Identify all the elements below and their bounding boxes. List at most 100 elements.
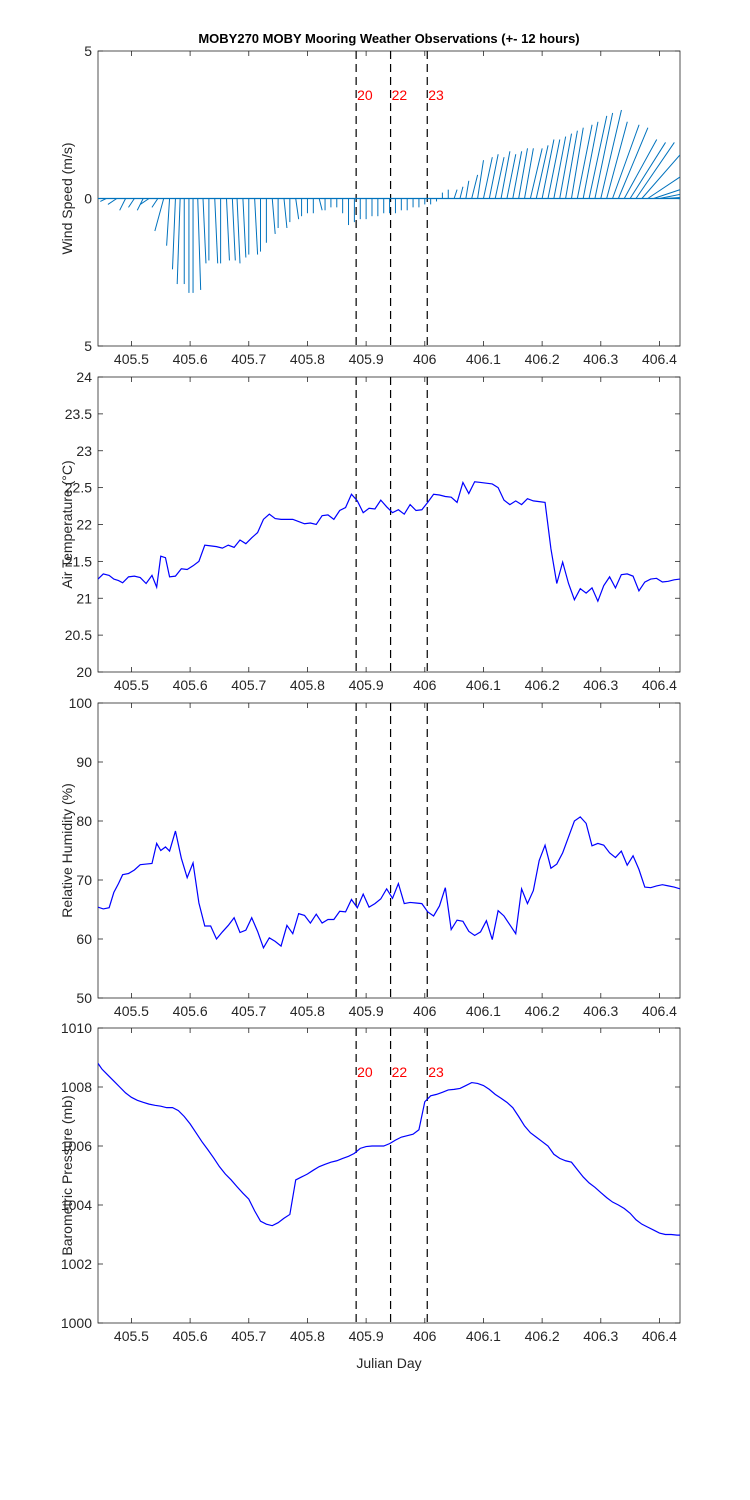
plot-area [97,1027,681,1324]
y-tick-label: 21 [76,590,92,606]
wind-stick [653,189,680,199]
x-tick-label: 406 [413,677,437,693]
wind-stick [559,133,573,199]
wind-stick [600,109,622,199]
wind-stick [318,198,323,211]
wind-stick [231,198,236,261]
wind-stick [500,151,511,199]
x-tick-label: 405.8 [290,1003,325,1019]
y-tick-label: 20.5 [65,627,92,643]
event-marker-label: 20 [357,1064,373,1080]
y-tick-label: 1010 [61,1020,92,1036]
x-tick-label: 406 [413,1003,437,1019]
wind-stick [588,115,608,199]
y-tick-label: 1008 [61,1079,92,1095]
y-tick-label: 60 [76,931,92,947]
x-tick-label: 406.1 [466,1003,501,1019]
x-tick-label: 406.3 [583,677,618,693]
series-line [98,816,680,950]
x-tick-label: 405.9 [349,1328,384,1344]
wind-stick [459,186,464,199]
x-tick-label: 405.5 [114,1328,149,1344]
wind-stick [553,136,567,199]
y-tick-label: 21.5 [65,553,92,569]
y-tick-label: 24 [76,369,92,385]
x-tick-label: 406.3 [583,1003,618,1019]
wind-stick [465,180,470,199]
wind-stick [529,148,543,199]
plot-content [98,703,680,998]
x-tick-label: 405.9 [349,677,384,693]
wind-stick [488,154,499,199]
wind-stick [283,198,288,229]
y-axis-label: Wind Speed (m/s) [59,142,75,254]
wind-stick [677,198,680,200]
wind-stick [471,174,479,199]
y-axis-label: Air Temperature (°C) [59,460,75,588]
y-tick-label: 23.5 [65,406,92,422]
wind-stick [524,148,534,199]
y-tick-label: 20 [76,664,92,680]
wind-stick [612,124,640,199]
wind-stick [629,142,666,199]
x-tick-label: 405.7 [231,1328,266,1344]
wind-stick [506,154,517,199]
wind-stick [166,198,171,246]
x-tick-label: 405.5 [114,677,149,693]
wind-stick [647,176,680,199]
wind-stick [151,198,159,208]
x-tick-label: 406.2 [525,1328,560,1344]
relative-humidity-panel: 50 60 70 80 90 100 405.5 405.6 405.7 405.8 405.9 40… [59,695,681,1019]
wind-stick [547,139,561,199]
y-tick-label: 5 [84,43,92,59]
wind-stick [606,121,628,199]
wind-stick [641,154,680,199]
wind-stick [225,198,230,261]
x-tick-label: 406.4 [642,351,677,367]
plot-content [98,377,680,672]
x-tick-label: 405.7 [231,351,266,367]
event-marker-label: 23 [428,87,444,103]
wind-stick [128,198,135,208]
y-tick-label: 100 [69,695,93,711]
x-tick-label: 406 [413,351,437,367]
y-axis-label: Relative Humidity (%) [59,783,75,918]
x-tick-label: 406.3 [583,1328,618,1344]
wind-stick [623,139,658,199]
wind-stick [202,198,207,264]
wind-stick [295,198,300,220]
wind-stick [107,198,118,205]
wind-stick [482,157,493,199]
y-axis-label: Barometric Pressure (mb) [59,1095,75,1255]
x-tick-label: 405.5 [114,351,149,367]
x-tick-label: 406.3 [583,351,618,367]
x-tick-label: 406.1 [466,677,501,693]
y-tick-label: 22.5 [65,480,92,496]
x-tick-label: 405.8 [290,351,325,367]
plot-content: 20 22 23 [98,51,680,346]
wind-stick [541,139,555,199]
y-tick-label: 1004 [61,1197,92,1213]
wind-stick [494,157,505,199]
x-tick-label: 405.5 [114,1003,149,1019]
series-line [98,480,680,603]
x-tick-label: 405.8 [290,1328,325,1344]
wind-stick [214,198,219,264]
x-tick-label: 405.6 [173,677,208,693]
wind-stick [565,130,578,199]
wind-stick [236,198,241,264]
x-tick-label: 406.1 [466,351,501,367]
y-tick-label: 0 [84,191,92,207]
x-tick-label: 405.6 [173,1003,208,1019]
y-tick-label: 90 [76,754,92,770]
wind-stick [570,127,584,199]
wind-stick [635,142,675,199]
plot-area [97,376,681,673]
y-tick-label: 70 [76,872,92,888]
x-axis-label: Julian Day [356,1355,421,1371]
event-marker-label: 23 [428,1064,444,1080]
y-tick-label: 1002 [61,1256,92,1272]
x-tick-label: 405.6 [173,351,208,367]
